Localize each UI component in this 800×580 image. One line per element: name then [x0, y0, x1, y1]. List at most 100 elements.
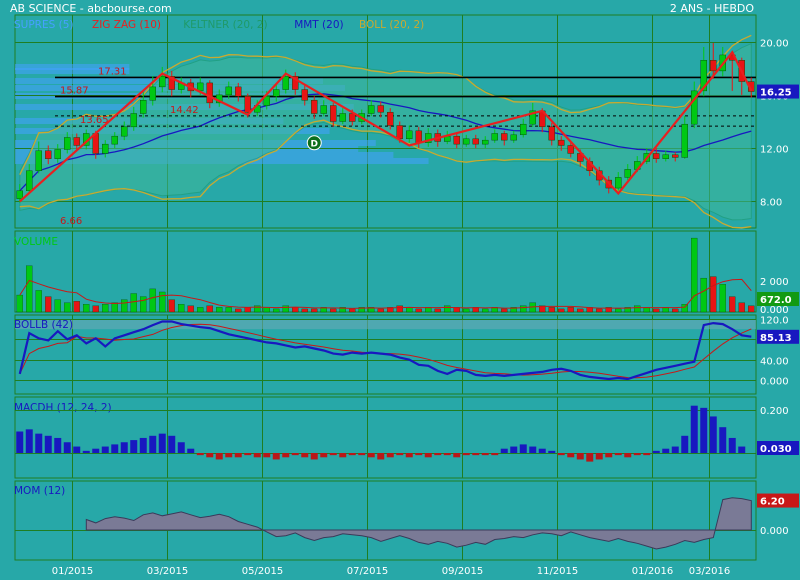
candle-body: [567, 145, 574, 154]
legend-entry: ZIG ZAG (10): [92, 19, 161, 31]
volume-bar: [548, 307, 555, 313]
level-label: 13.65: [80, 115, 109, 126]
supres-bar: [15, 68, 130, 74]
candle-body: [16, 190, 23, 199]
macdh-bar: [662, 448, 670, 453]
macdh-bar: [339, 453, 347, 458]
volume-bar: [244, 307, 251, 313]
macdh-bar: [719, 427, 727, 453]
macdh-bar: [44, 435, 52, 453]
candle-body: [501, 133, 508, 141]
macdh-bar: [348, 453, 356, 456]
macdh-bar: [177, 442, 185, 453]
candle-body: [311, 99, 318, 114]
volume-bar: [273, 308, 280, 313]
macdh-bar: [244, 453, 252, 456]
candle-body: [529, 110, 536, 125]
volume-bar: [168, 299, 175, 313]
volume-bar: [349, 308, 356, 313]
macdh-bar: [386, 453, 394, 458]
x-tick-label: 05/2015: [242, 566, 284, 577]
candle-body: [425, 133, 432, 143]
y-tick-label: 20.00: [760, 39, 789, 50]
mom-last-badge: [757, 493, 799, 508]
volume-bar: [567, 307, 574, 313]
macdh-bar: [263, 453, 271, 458]
candle-body: [415, 130, 422, 144]
volume-bar: [700, 277, 707, 313]
candle-body: [548, 126, 555, 141]
macdh-bar: [301, 453, 309, 458]
candle-body: [377, 105, 384, 113]
volume-bar: [282, 305, 289, 313]
candle-body: [510, 134, 517, 141]
volume-bar: [339, 307, 346, 313]
candle-body: [472, 138, 479, 145]
macdh-last-value: 0.030: [760, 444, 792, 455]
macdh-bar: [576, 453, 584, 460]
volume-bar: [368, 307, 375, 313]
volume-bar: [729, 296, 736, 313]
bollb-last-value: 85.13: [760, 333, 792, 344]
y-tick-label: 120.0: [760, 316, 789, 327]
macdh-bar: [149, 435, 157, 453]
x-tick-label: 03/2016: [689, 566, 731, 577]
volume-bar: [539, 305, 546, 313]
dividend-marker: [306, 135, 322, 151]
macdh-last-badge: [757, 441, 799, 455]
y-tick-label: 2 000: [760, 277, 789, 288]
volume-bar: [320, 307, 327, 313]
bollinger-lower-line: [19, 119, 752, 229]
macdh-bar: [82, 450, 90, 453]
chart-source-title: AB SCIENCE - abcbourse.com: [10, 2, 172, 15]
mom-area: [85, 497, 752, 550]
volume-bar: [672, 308, 679, 313]
macdh-bar: [529, 446, 537, 453]
candle-body: [206, 82, 213, 104]
candle-body: [301, 89, 308, 101]
dividend-marker-label: D: [311, 139, 318, 149]
low-label: 6.66: [60, 216, 82, 227]
x-tick-label: 11/2015: [537, 566, 579, 577]
macdh-bar: [358, 453, 366, 456]
volume-bar: [710, 276, 717, 313]
candle-body: [368, 105, 375, 114]
volume-bar: [197, 307, 204, 313]
macdh-bar: [548, 450, 556, 453]
macdh-bar: [54, 437, 62, 453]
y-tick-label: 0.200: [760, 406, 789, 417]
supres-bar: [15, 64, 130, 70]
macdh-bar: [196, 453, 204, 456]
volume-bar: [615, 308, 622, 313]
mmt-line: [19, 93, 752, 192]
volume-bar: [358, 307, 365, 313]
volume-bar: [624, 307, 631, 313]
candle-body: [102, 143, 109, 154]
candle-body: [700, 60, 707, 92]
volume-bar: [634, 305, 641, 313]
macdh-bar: [500, 448, 508, 453]
macdh-bar: [605, 453, 613, 458]
macdh-bar: [310, 453, 318, 460]
volume-bar: [178, 304, 185, 313]
candle-body: [140, 99, 147, 114]
volume-bar: [45, 296, 52, 313]
y-tick-label: 0.000: [760, 305, 789, 316]
candle-body: [624, 169, 631, 178]
macdh-bar: [643, 453, 651, 456]
macdh-bar: [253, 453, 261, 458]
macdh-bar: [728, 437, 736, 453]
macdh-bar: [377, 453, 385, 460]
y-tick-label: 40.00: [760, 357, 789, 368]
macdh-bar: [405, 453, 413, 458]
volume-panel-title: VOLUME: [14, 236, 58, 248]
macdh-bar: [472, 453, 480, 456]
macdh-bar: [462, 453, 470, 456]
candle-body: [292, 76, 299, 90]
legend-entry: MMT (20): [294, 19, 343, 31]
candle-body: [396, 125, 403, 140]
volume-bar: [35, 290, 42, 313]
macdh-bar: [491, 453, 499, 456]
level-label: 17.31: [98, 66, 127, 77]
volume-bar: [501, 308, 508, 313]
